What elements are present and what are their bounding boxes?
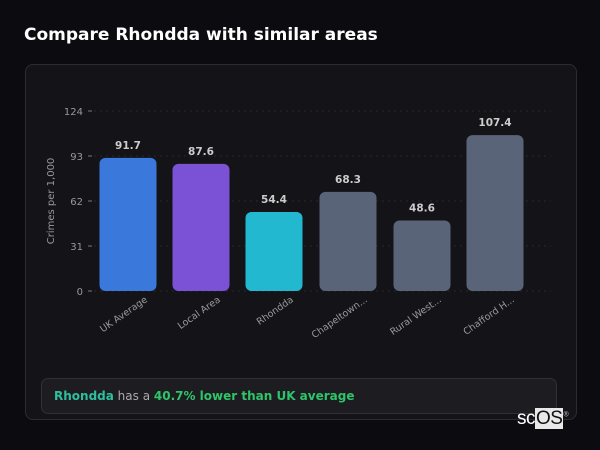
bar (172, 163, 230, 291)
bar (319, 191, 377, 291)
bar-value-label: 87.6 (188, 146, 214, 158)
y-tick-label: 124 (64, 107, 83, 118)
chart-panel: 0 31 62 93 124 Crimes per 1,000 91.7 UK Average… (25, 64, 577, 420)
x-tick-label: Rural West... (388, 294, 443, 337)
x-tick-label: Rhondda (255, 294, 296, 327)
bar-chart: 0 31 62 93 124 Crimes per 1,000 91.7 UK Average… (46, 107, 551, 341)
logo-text: sc (517, 408, 536, 429)
x-tick-label: Local Area (176, 294, 223, 331)
bar (466, 135, 524, 291)
bar-value-label: 91.7 (115, 140, 141, 152)
bar-value-label: 54.4 (261, 194, 287, 206)
area-name: Rhondda (54, 389, 114, 403)
x-tick-label: Chafford H... (462, 294, 517, 337)
y-tick-label: 93 (70, 152, 83, 163)
comparison-highlight: 40.7% lower than UK average (153, 389, 355, 403)
bar-value-label: 107.4 (478, 117, 511, 129)
summary-text: has a (113, 389, 154, 403)
comparison-summary: Rhondda has a 40.7% lower than UK averag… (41, 378, 557, 414)
logo: scOS® (517, 408, 569, 430)
bar (393, 220, 451, 291)
bar-value-label: 48.6 (409, 202, 435, 214)
bar (245, 212, 303, 291)
y-tick-label: 31 (70, 242, 83, 253)
y-tick-label: 0 (77, 287, 83, 298)
bar (99, 157, 157, 291)
logo-text-os: OS (535, 408, 564, 429)
x-tick-label: UK Average (98, 294, 150, 335)
y-axis-label: Crimes per 1,000 (46, 158, 57, 245)
page-title: Compare Rhondda with similar areas (24, 25, 378, 45)
x-tick-label: Chapeltown... (310, 294, 370, 341)
logo-mark: ® (563, 411, 569, 419)
y-tick-label: 62 (70, 197, 83, 208)
bar-value-label: 68.3 (335, 174, 361, 186)
